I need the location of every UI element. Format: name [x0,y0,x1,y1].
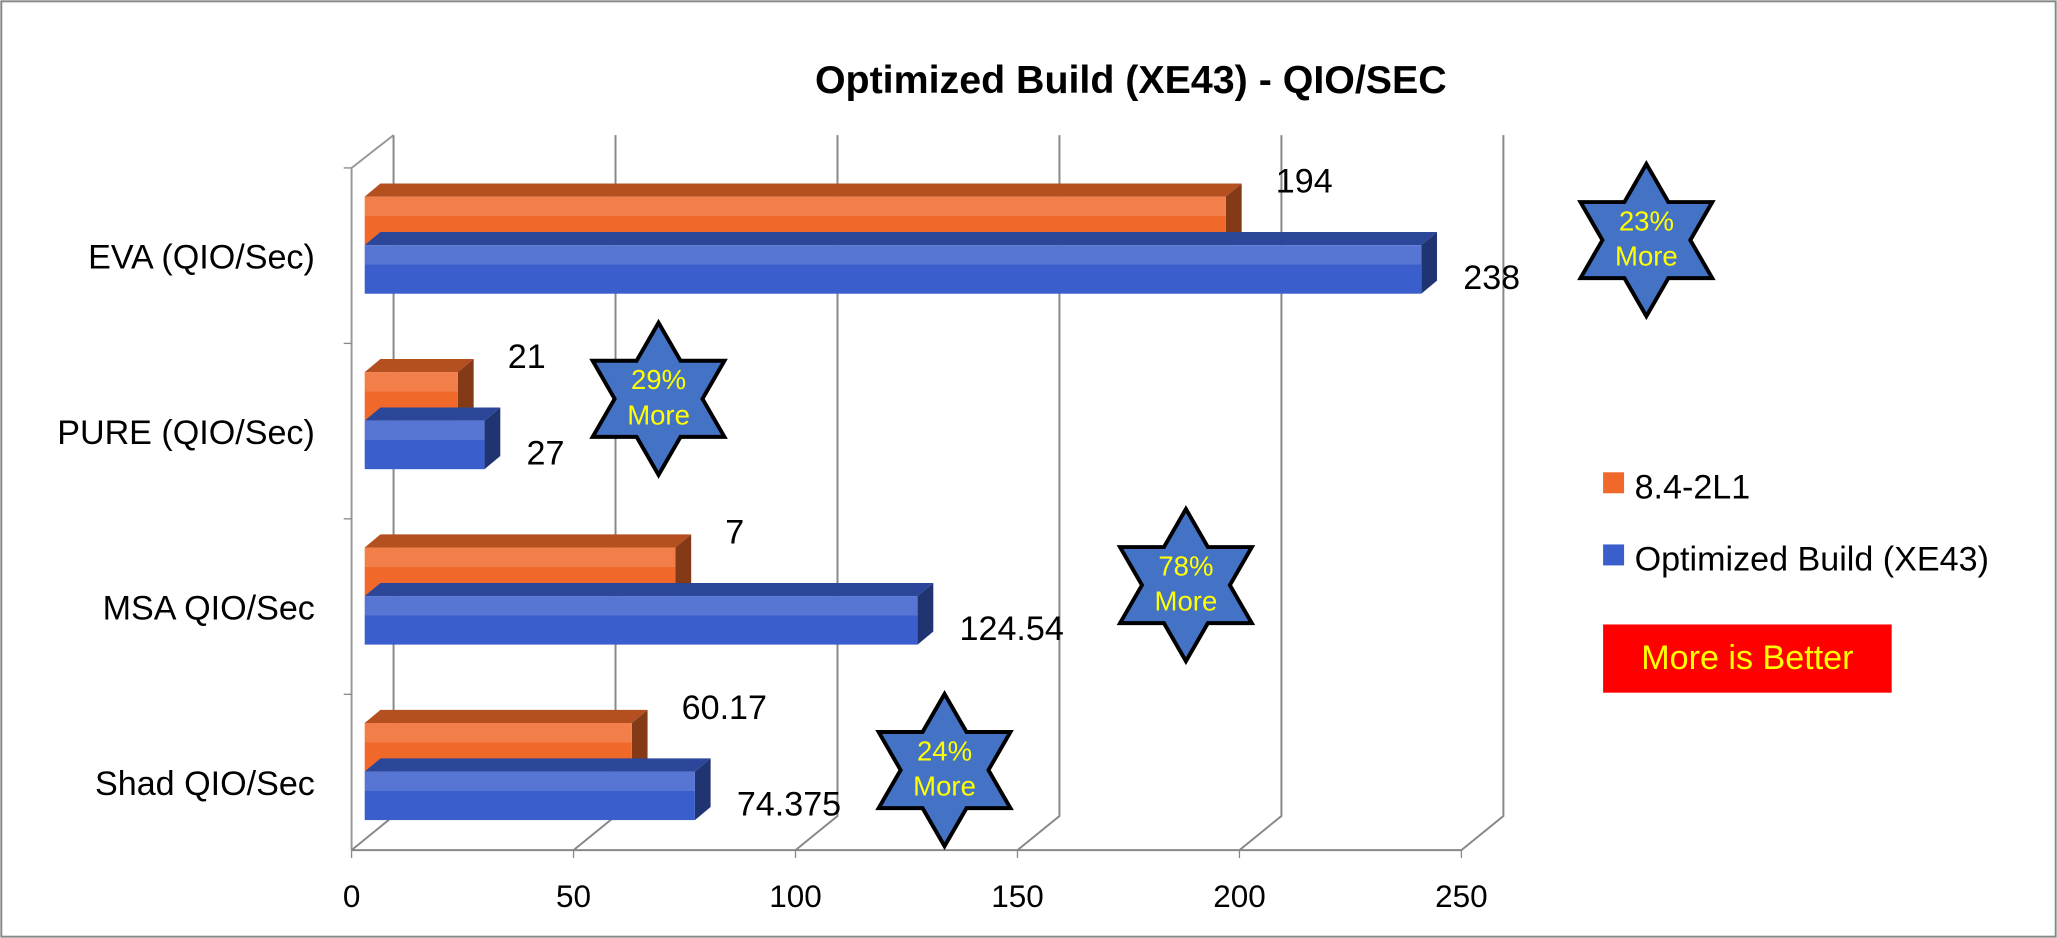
x-tick-label: 100 [769,879,822,914]
value-label: 238 [1463,259,1520,297]
y-tick-label: EVA (QIO/Sec) [88,239,315,277]
star [1116,505,1256,666]
bar-shine [364,420,485,441]
note-box [1603,624,1892,693]
x-tick-label: 0 [343,879,361,914]
annotation: 29% More [589,318,728,479]
x-tick-label: 250 [1435,879,1488,914]
value-label: 74.375 [737,785,841,823]
bar-top [364,358,474,373]
annotation-text: 23% [1619,205,1674,236]
bar-top [364,534,692,548]
bar-side [1421,232,1438,294]
annotation-text: More [627,399,690,430]
y-tick-label: MSA QIO/Sec [103,590,315,628]
x-tick-label: 200 [1213,879,1266,914]
annotation: 78% More [1116,505,1256,666]
annotation: 24% More [875,690,1014,851]
bar-side [917,582,934,645]
bar-top [364,709,648,724]
bar [364,245,1422,294]
bar-side [457,358,474,421]
x-tick-label: 50 [556,879,591,914]
legend-label: 8.4-2L1 [1635,468,1751,506]
bar-shine [364,245,1422,265]
note: More is Better [1641,639,1853,677]
value-label: 7 [725,513,744,551]
y-tick-label: PURE (QIO/Sec) [57,414,315,452]
annotation-text: More [913,771,976,802]
bar-shine [364,547,676,567]
star [875,690,1014,851]
annotation-text: 78% [1158,550,1213,581]
grid-line [1238,135,1283,851]
star [1577,160,1716,321]
bar-side [484,407,501,470]
bar-shine [364,596,918,616]
legend-label: Optimized Build (XE43) [1635,541,1989,579]
value-label: 27 [527,434,565,472]
bar-top [364,758,711,772]
bar-top [364,183,1242,197]
value-label: 60.17 [682,689,767,727]
annotation-text: 29% [631,364,686,395]
value-label: 194 [1276,163,1333,201]
annotation-text: More [1155,586,1218,617]
legend-swatch [1603,472,1625,494]
x-tick-label: 150 [991,879,1044,914]
legend-swatch [1603,544,1625,566]
bar-side [1225,183,1242,246]
value-label: 124.54 [960,610,1064,648]
bar-shine [364,372,458,392]
annotation-text: 24% [917,735,972,766]
bar-side [631,709,648,772]
star [589,318,728,479]
bar-top [364,407,501,421]
bar-side [694,758,711,821]
annotation: 23% More [1577,160,1716,321]
bar-top [364,232,1438,246]
grid-line [794,135,839,851]
bar-shine [364,196,1226,217]
bar-shine [364,771,695,791]
chart-title: Optimized Build (XE43) - QIO/SEC [815,58,1447,102]
bar [364,596,918,645]
value-label: 21 [508,338,546,376]
grid-line [1016,135,1061,851]
y-tick-label: Shad QIO/Sec [95,765,315,803]
bar [364,771,695,821]
grid-line [1460,135,1505,851]
bar-top [364,582,934,597]
annotation-text: More [1615,241,1678,272]
bar-shine [364,723,632,743]
bar-side [675,534,692,597]
bar [364,420,485,470]
